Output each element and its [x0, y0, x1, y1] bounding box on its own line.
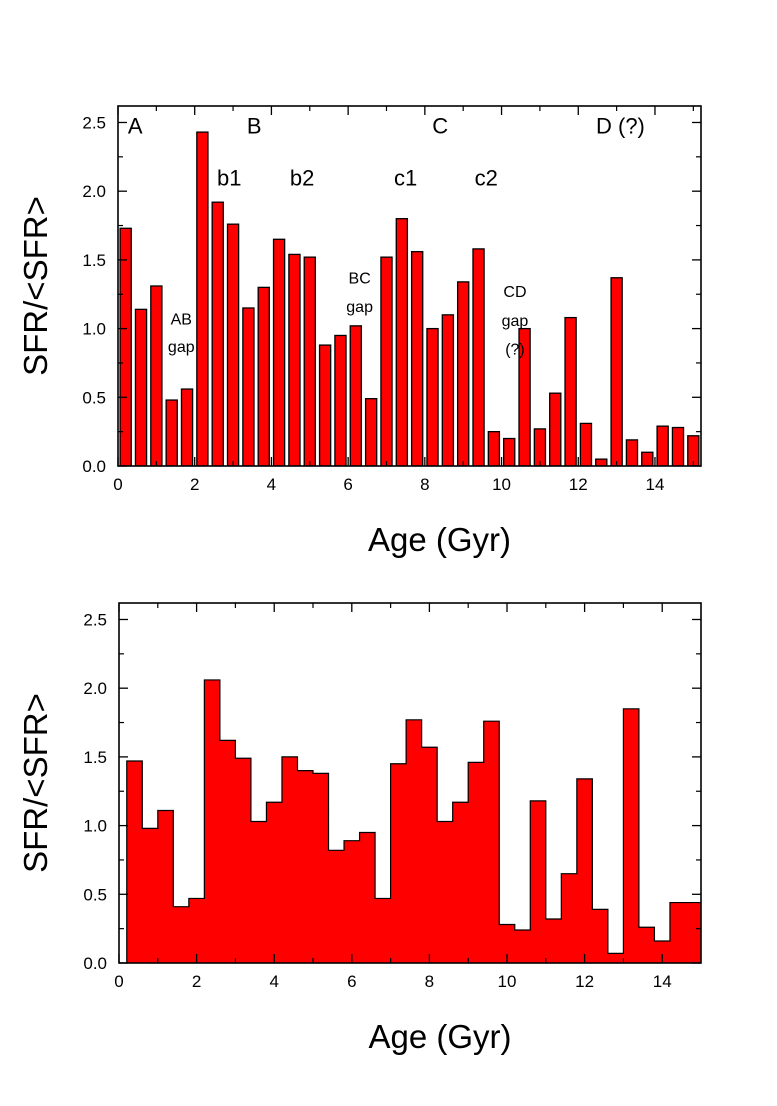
chart1-y-tick-label: 2.0 — [83, 679, 107, 698]
sfr-bar — [349, 325, 363, 466]
sfr-bar — [395, 218, 409, 466]
peak-annotation: b1 — [217, 166, 241, 191]
chart1-x-tick-label: 2 — [192, 972, 201, 991]
peak-annotation: A — [128, 113, 143, 138]
chart0-x-tick-label: 14 — [646, 475, 665, 494]
sfr-bar — [242, 307, 255, 466]
peak-annotation: b2 — [290, 166, 314, 191]
chart0-y-tick-label: 0.5 — [82, 388, 106, 407]
sfr-bar — [641, 451, 654, 466]
sfr-bar — [334, 334, 347, 466]
sfr-bar — [410, 250, 424, 466]
sfr-bar — [211, 201, 224, 466]
sfr-bar — [687, 435, 700, 466]
chart1-x-tick-label: 6 — [347, 972, 356, 991]
chart0-y-axis-title: SFR/<SFR> — [17, 196, 54, 376]
top-bar-chart-panel: 0 2 4 6 8 10 12 14 0.0 0.5 1.0 1.5 2.0 2.5 Age (Gyr) SF… — [17, 105, 702, 558]
chart0-x-tick-label: 4 — [267, 475, 276, 494]
sfr-bar — [625, 439, 639, 466]
sfr-bar — [364, 398, 378, 466]
gap-annotation: CD — [503, 284, 526, 301]
sfr-bar — [119, 227, 132, 466]
peak-annotation: C — [432, 113, 448, 138]
chart0-x-tick-label: 12 — [569, 475, 588, 494]
chart1-x-tick-label: 4 — [269, 972, 278, 991]
sfr-bar — [303, 256, 316, 466]
chart0-x-tick-label: 8 — [420, 475, 429, 494]
sfr-bar — [595, 458, 608, 466]
bottom-step-area-chart-panel: 0 2 4 6 8 10 12 14 0.0 0.5 1.0 1.5 2.0 2.5 Age (Gyr) SF… — [17, 602, 702, 1055]
chart1-y-axis-title: SFR/<SFR> — [17, 693, 54, 873]
sfr-bar — [549, 392, 562, 466]
sfr-bar — [272, 238, 286, 466]
sfr-bar — [165, 399, 178, 466]
chart0-x-tick-label: 6 — [343, 475, 352, 494]
sfr-bar — [196, 131, 209, 466]
chart0-y-tick-label: 2.5 — [82, 113, 106, 132]
chart1-plot-frame — [118, 602, 702, 964]
sfr-bar — [226, 223, 240, 466]
sfr-step-outline — [126, 679, 701, 963]
sfr-bar — [288, 253, 301, 466]
gap-annotation: AB — [171, 311, 192, 328]
chart0-plot-frame — [117, 105, 702, 467]
sfr-bar — [518, 327, 531, 466]
chart0-x-tick-label: 2 — [190, 475, 199, 494]
peak-annotation: B — [247, 113, 262, 138]
sfr-bar — [579, 422, 593, 466]
sfr-bar — [441, 314, 455, 466]
sfr-bar — [472, 248, 485, 466]
sfr-bar — [150, 285, 163, 466]
sfr-bar — [671, 426, 685, 466]
peak-annotation: D (?) — [596, 113, 645, 138]
chart0-x-axis-title: Age (Gyr) — [368, 521, 511, 558]
gap-annotation: gap — [168, 339, 195, 356]
gap-annotation: gap — [502, 313, 529, 330]
sfr-bar — [487, 430, 501, 466]
sfr-bar — [134, 308, 148, 466]
chart1-y-tick-label: 1.0 — [83, 817, 107, 836]
gap-annotation: BC — [349, 270, 371, 287]
chart1-y-tick-label: 0.5 — [83, 885, 107, 904]
gap-annotation: (?) — [505, 342, 525, 359]
bottom-area-group — [126, 679, 701, 963]
peak-annotation: c2 — [475, 166, 498, 191]
chart1-x-tick-label: 8 — [425, 972, 434, 991]
sfr-bar — [533, 428, 547, 466]
sfr-bar — [380, 256, 393, 466]
sfr-bar — [318, 344, 332, 466]
top-bars-group — [119, 131, 700, 466]
sfr-bar — [656, 425, 669, 466]
chart1-y-tick-label: 0.0 — [83, 954, 107, 973]
sfr-bar — [180, 388, 194, 466]
sfr-step-area — [126, 679, 701, 963]
sfr-bar — [257, 286, 270, 466]
gap-annotation: gap — [346, 299, 373, 316]
chart0-y-tick-label: 1.5 — [82, 251, 106, 270]
chart1-x-axis-title: Age (Gyr) — [368, 1018, 511, 1055]
chart1-x-tick-label: 12 — [575, 972, 594, 991]
chart0-y-tick-label: 0.0 — [82, 457, 106, 476]
chart1-x-tick-label: 0 — [114, 972, 123, 991]
sfr-bar — [610, 277, 623, 466]
chart0-x-tick-label: 10 — [492, 475, 511, 494]
sfr-bar — [503, 437, 516, 466]
chart1-y-tick-label: 1.5 — [83, 748, 107, 767]
chart1-x-tick-label: 10 — [498, 972, 517, 991]
chart0-y-tick-label: 1.0 — [82, 320, 106, 339]
sfr-bar — [426, 327, 439, 466]
chart1-y-tick-label: 2.5 — [83, 610, 107, 629]
sfr-bar — [564, 316, 577, 466]
sfr-bar — [456, 281, 470, 466]
peak-annotation: c1 — [394, 166, 417, 191]
chart1-x-tick-label: 14 — [653, 972, 672, 991]
chart0-y-tick-label: 2.0 — [82, 182, 106, 201]
chart0-x-tick-label: 0 — [113, 475, 122, 494]
